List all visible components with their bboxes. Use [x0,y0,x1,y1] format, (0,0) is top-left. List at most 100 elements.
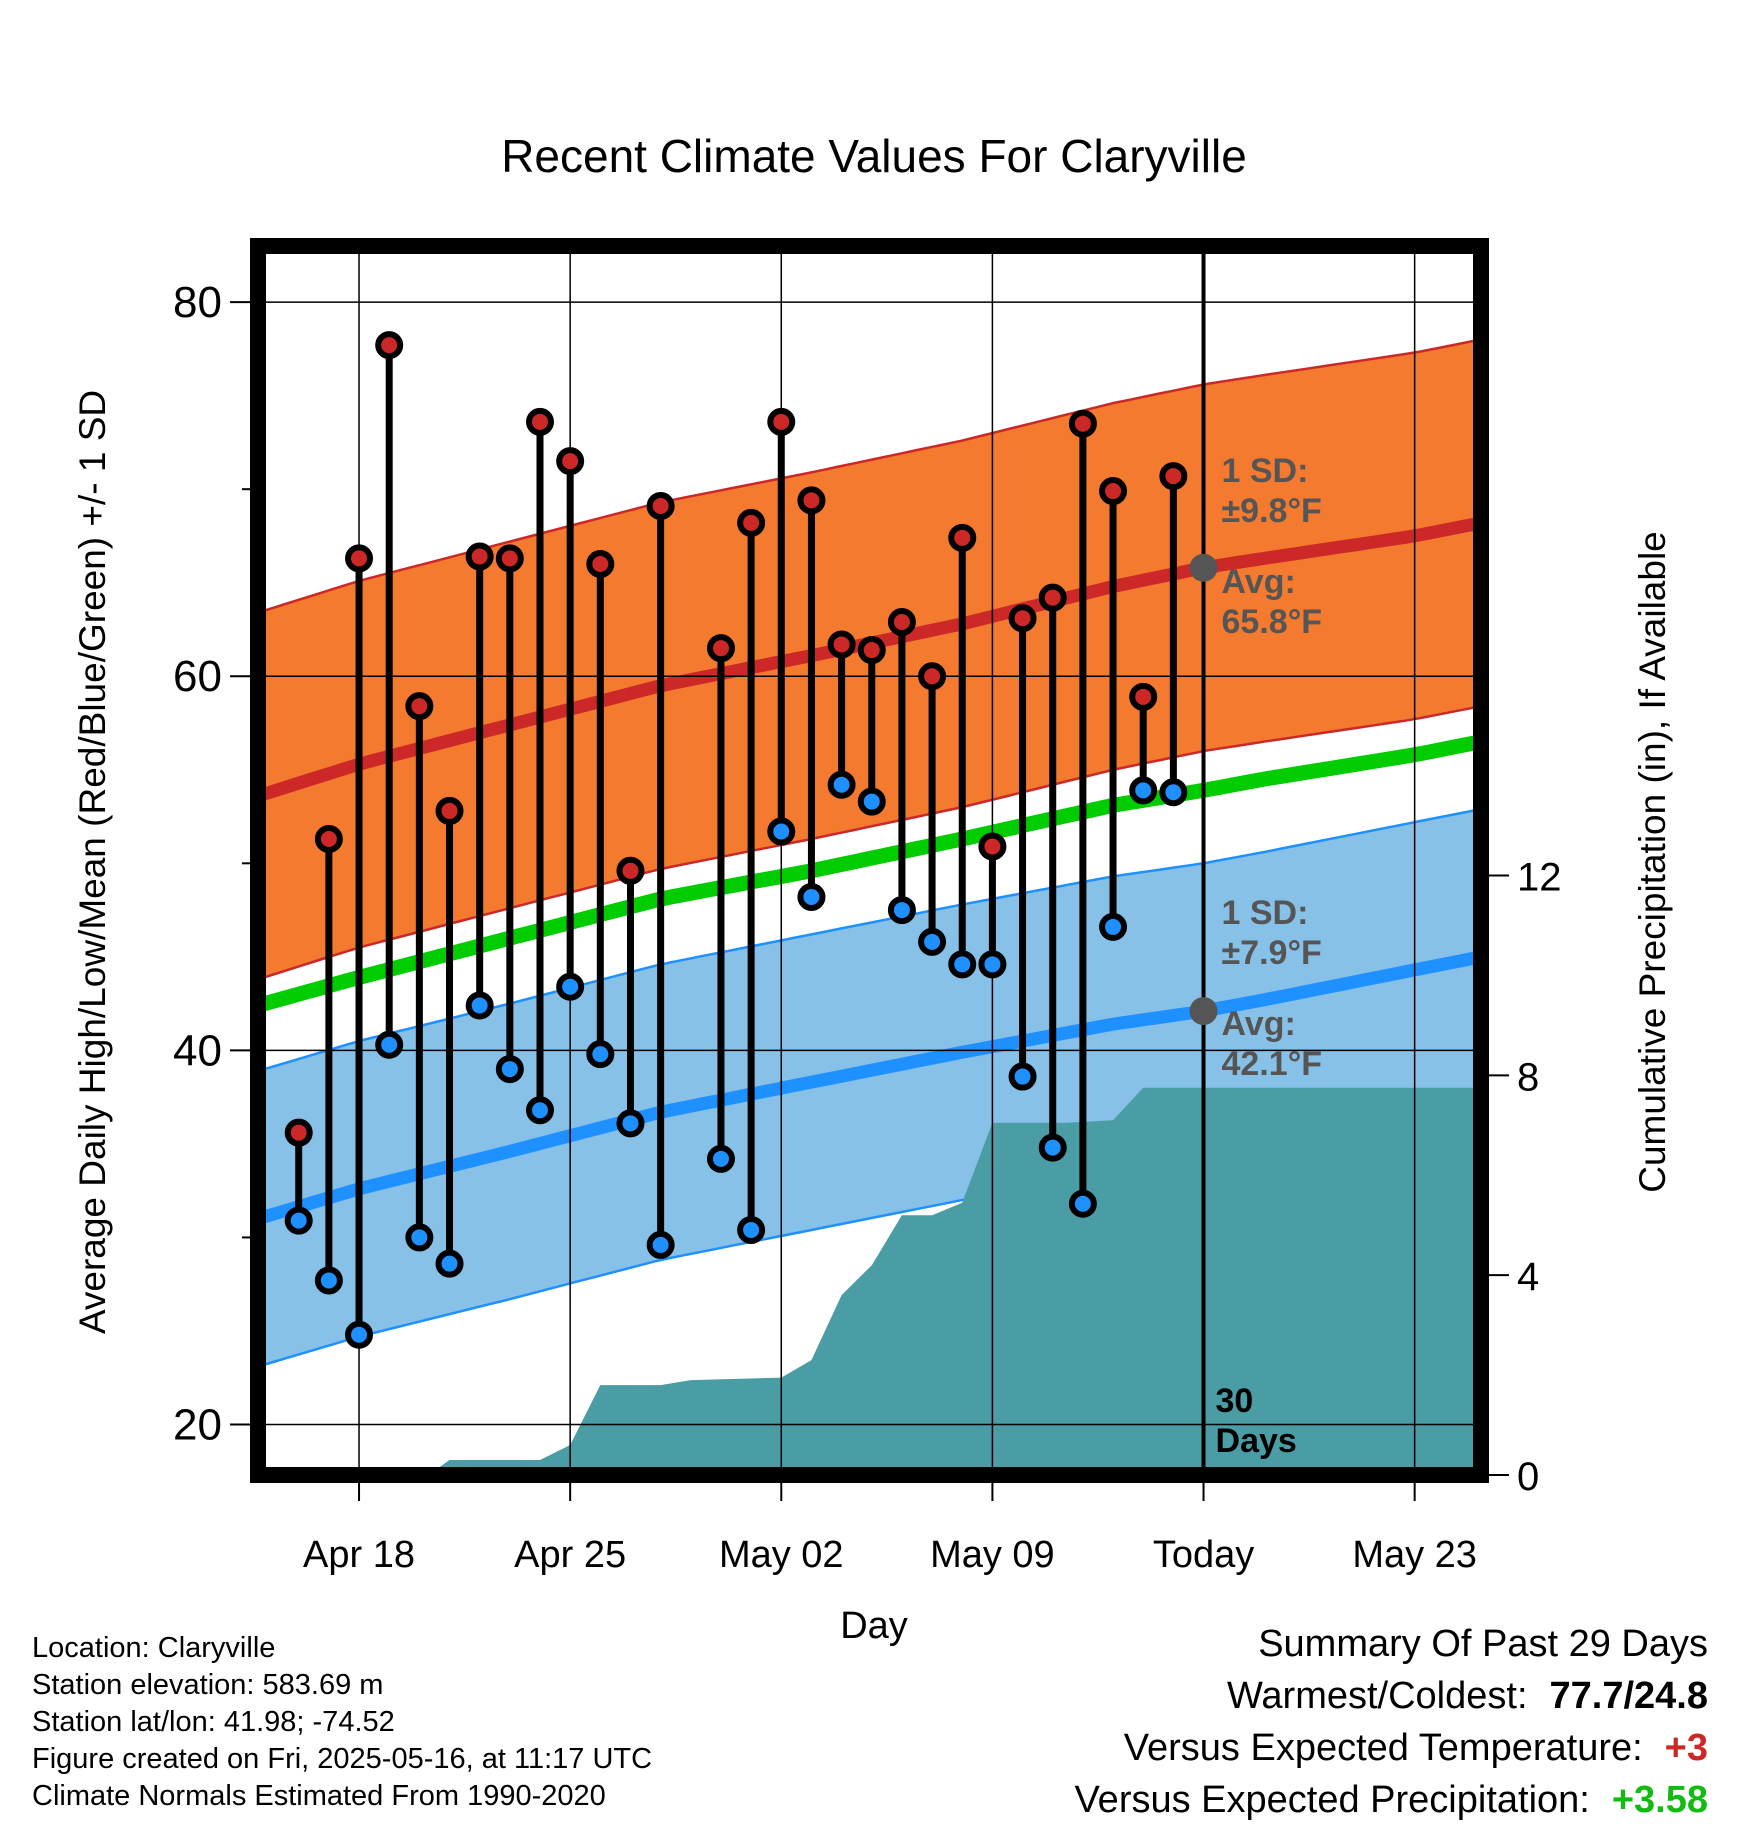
daily-high-point [1129,682,1158,711]
high-sd-annotation: ±9.8°F [1222,492,1322,530]
normal-low-today-marker [1189,997,1218,1026]
low-sd-band [258,809,1481,1367]
daily-low-point [556,972,585,1001]
low-sd-annotation: 1 SD: [1222,894,1309,932]
latlon-text: Station lat/lon: 41.98; -74.52 [32,1706,395,1738]
normal-low-line [258,950,1481,1225]
daily-low-point [314,1266,343,1295]
daily-low-point [616,1109,645,1138]
daily-low-point [948,950,977,979]
plot-frame [250,238,1489,1483]
summary-temp: Versus Expected Temperature: +3 [1124,1727,1708,1770]
daily-low-point [646,1230,675,1259]
low-band-upper-edge [258,807,1481,1073]
daily-high-point [616,856,645,885]
daily-high-point [918,662,947,691]
daily-low-point [827,770,856,799]
x-tick-label: May 23 [1352,1534,1477,1576]
daily-low-point [586,1040,615,1069]
daily-high-point [887,607,916,636]
x-tick-label: Apr 25 [514,1534,626,1576]
daily-low-point [435,1249,464,1278]
y2-axis-label: Cumulative Precipitation (in), If Availa… [1632,531,1673,1193]
y-axis-label: Average Daily High/Low/Mean (Red/Blue/Gr… [72,390,113,1334]
y2-tick-label: 12 [1517,855,1562,899]
daily-low-point [887,896,916,925]
created-text: Figure created on Fri, 2025-05-16, at 11… [32,1743,653,1775]
daily-high-point [435,796,464,825]
daily-low-point [1038,1133,1067,1162]
daily-low-point [1159,778,1188,807]
daily-high-point [495,544,524,573]
high-avg-annotation: 65.8°F [1222,603,1323,641]
daily-high-point [284,1118,313,1147]
precip-label: Versus Expected Precipitation: [1074,1779,1590,1821]
daily-high-point [767,407,796,436]
x-tick-label: May 02 [719,1534,844,1576]
daily-low-point [978,950,1007,979]
summary-warm-cold: Warmest/Coldest: 77.7/24.8 [1227,1675,1708,1718]
y-tick-label: 80 [173,278,222,327]
y-tick-label: 40 [173,1026,222,1075]
daily-high-point [525,407,554,436]
high-band-upper-edge [258,338,1481,614]
x-tick-label: May 09 [930,1534,1055,1576]
daily-low-point [767,817,796,846]
daily-high-point [465,542,494,571]
daily-high-point [314,824,343,853]
normal-mean-line [258,734,1481,1013]
temp-label: Versus Expected Temperature: [1123,1727,1643,1769]
today-days-label: Days [1216,1422,1297,1460]
daily-high-point [1038,583,1067,612]
daily-high-point [646,492,675,521]
daily-high-point [1008,604,1037,633]
daily-high-point [827,630,856,659]
normals-text: Climate Normals Estimated From 1990-2020 [32,1780,606,1812]
daily-high-point [1068,409,1097,438]
x-axis-label: Day [840,1605,908,1647]
daily-low-point [797,882,826,911]
precip-value: +3.58 [1611,1779,1708,1821]
low-avg-annotation: Avg: [1222,1005,1296,1043]
precip-area [258,1087,1481,1475]
daily-low-point [345,1320,374,1349]
low-avg-annotation: 42.1°F [1222,1045,1323,1083]
daily-low-point [706,1144,735,1173]
chart-title: Recent Climate Values For Claryville [501,130,1247,182]
daily-low-point [375,1030,404,1059]
daily-low-point [737,1215,766,1244]
normal-high-today-marker [1189,553,1218,582]
high-sd-annotation: 1 SD: [1222,452,1309,490]
daily-high-point [345,544,374,573]
daily-low-point [495,1055,524,1084]
today-days-label: 30 [1216,1382,1254,1420]
daily-low-point [1008,1062,1037,1091]
daily-high-point [978,832,1007,861]
summary-precip: Versus Expected Precipitation: +3.58 [1074,1779,1708,1822]
daily-low-point [405,1223,434,1252]
warm-cold-value: 77.7/24.8 [1549,1675,1708,1717]
daily-low-point [1099,912,1128,941]
y-tick-label: 20 [173,1400,222,1449]
y2-tick-label: 8 [1517,1055,1539,1099]
daily-high-point [405,692,434,721]
daily-low-point [284,1206,313,1235]
daily-low-point [918,927,947,956]
y2-tick-label: 0 [1517,1455,1539,1499]
high-band-lower-edge [258,704,1481,981]
y-tick-label: 60 [173,652,222,701]
daily-high-point [857,636,886,665]
daily-high-point [948,523,977,552]
x-tick-label: Apr 18 [303,1534,415,1576]
daily-high-point [706,634,735,663]
daily-high-point [797,486,826,515]
daily-low-point [1068,1189,1097,1218]
daily-high-point [737,508,766,537]
x-tick-label: Today [1153,1534,1254,1576]
y2-tick-label: 4 [1517,1255,1539,1299]
daily-high-point [586,550,615,579]
daily-high-point [556,447,585,476]
daily-high-point [1159,462,1188,491]
